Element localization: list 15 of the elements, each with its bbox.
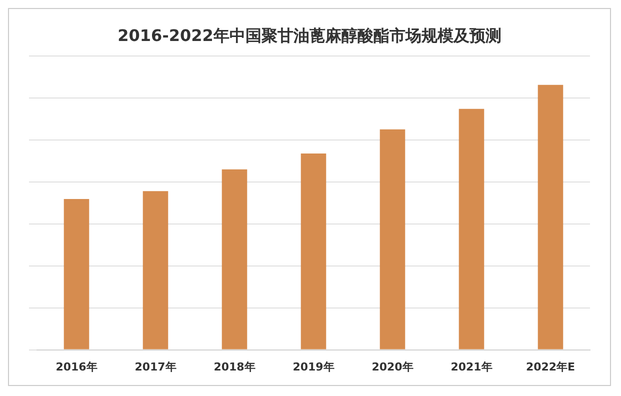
bar — [538, 84, 564, 350]
bar — [300, 153, 326, 350]
x-tick-label: 2021年 — [450, 360, 492, 374]
x-tick-label: 2017年 — [134, 360, 176, 374]
bar — [64, 199, 90, 350]
x-tick-label: 2022年E — [526, 360, 576, 374]
chart-title: 2016-2022年中国聚甘油蓖麻醇酸酯市场规模及预测 — [118, 26, 502, 45]
x-tick-label: 2020年 — [372, 360, 414, 374]
x-tick-label: 2016年 — [56, 360, 98, 374]
x-tick-label: 2019年 — [292, 360, 334, 374]
bar — [380, 129, 406, 350]
x-tick-label: 2018年 — [214, 360, 256, 374]
bar — [458, 108, 484, 350]
bar — [222, 169, 248, 350]
bar — [142, 191, 168, 350]
